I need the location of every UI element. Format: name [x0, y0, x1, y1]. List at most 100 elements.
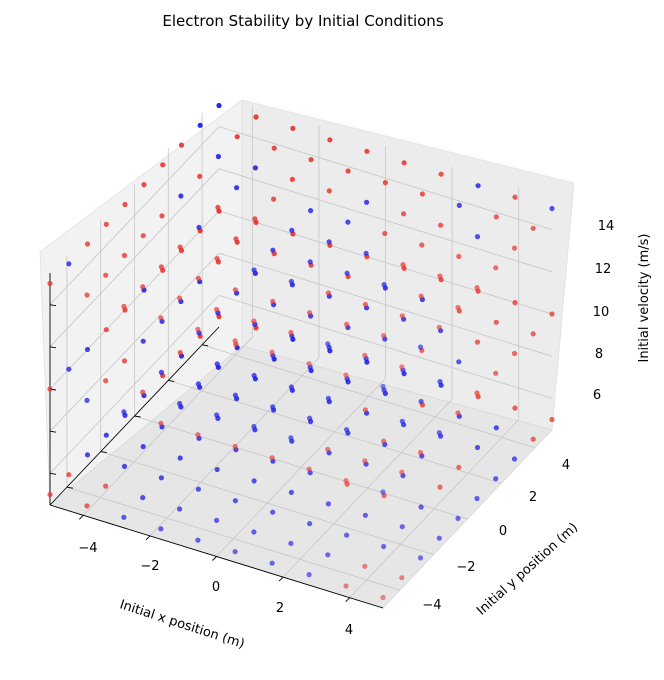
scatter-point — [251, 423, 257, 430]
axis-panes — [39, 99, 575, 609]
y-tick-label: 0 — [499, 524, 507, 539]
scatter-point — [511, 456, 518, 462]
scatter-point — [269, 349, 275, 355]
scatter-point — [234, 185, 240, 191]
scatter-point — [195, 275, 201, 281]
scatter-point — [288, 384, 294, 390]
scatter-point — [345, 219, 351, 225]
scatter-point — [195, 432, 201, 438]
scatter-point — [288, 435, 294, 441]
scatter-point — [66, 261, 72, 267]
scatter-point — [232, 287, 238, 293]
x-tick-label: −2 — [140, 559, 159, 574]
scatter-point — [325, 341, 331, 347]
grid-line — [49, 252, 220, 432]
y-tick — [134, 415, 141, 418]
scatter-point — [474, 390, 480, 396]
scatter-point — [288, 278, 294, 285]
scatter-point — [381, 543, 387, 550]
scatter-point — [380, 594, 386, 601]
scatter-point — [232, 392, 238, 398]
scatter-point — [364, 199, 370, 205]
scatter-point — [419, 191, 425, 197]
scatter-point — [436, 430, 442, 436]
scatter-point — [289, 227, 295, 233]
scatter-point — [214, 412, 220, 418]
scatter-point — [401, 160, 407, 166]
scatter-point — [455, 515, 461, 522]
scatter-point — [306, 572, 312, 578]
z-tick — [49, 346, 57, 349]
scatter-point — [271, 196, 277, 202]
scatter-point — [344, 427, 350, 433]
scatter-point — [103, 378, 109, 384]
scatter-point — [362, 512, 368, 518]
grid-line — [168, 380, 502, 484]
scatter-point — [103, 327, 109, 333]
scatter-point — [270, 404, 276, 410]
scatter-point — [382, 230, 388, 237]
scatter-point — [493, 425, 499, 431]
x-tick — [345, 597, 351, 603]
scatter-point — [195, 486, 201, 492]
scatter-point — [141, 182, 147, 188]
y-tick — [66, 486, 73, 489]
scatter-point — [269, 455, 275, 461]
scatter-point — [140, 495, 146, 501]
scatter-point — [530, 331, 536, 337]
scatter-point — [197, 173, 203, 179]
scatter-point — [177, 350, 183, 356]
scatter-point — [288, 489, 294, 495]
scatter-point — [344, 532, 350, 538]
scatter-point — [158, 475, 164, 481]
y-tick — [202, 344, 209, 347]
scatter-point — [474, 339, 481, 345]
scatter-point — [177, 295, 183, 301]
scatter-point — [344, 270, 350, 276]
tick-labels-x: −4 −2 0 2 4 — [78, 541, 353, 638]
scatter-point — [121, 358, 128, 364]
scatter-point — [419, 242, 425, 248]
scatter-point — [177, 400, 183, 407]
scatter-point — [234, 134, 240, 140]
grid-line — [218, 126, 553, 231]
x-tick — [78, 514, 84, 520]
grid-lines — [49, 105, 553, 598]
scatter-point — [512, 405, 518, 411]
scatter-point — [364, 148, 370, 154]
scatter-point — [417, 555, 424, 561]
scatter-point — [306, 361, 312, 367]
scatter-point — [121, 252, 128, 259]
x-tick — [145, 535, 151, 541]
scatter-point — [214, 361, 220, 367]
scatter-point — [382, 180, 388, 186]
scatter-point — [140, 284, 146, 290]
scatter-point — [418, 293, 424, 299]
z-tick-label: 6 — [593, 388, 601, 403]
chart-title: Electron Stability by Initial Conditions — [162, 12, 443, 30]
scatter-point — [121, 409, 127, 415]
scatter-point — [381, 282, 387, 288]
scatter-point — [343, 583, 349, 589]
scatter-point — [511, 245, 518, 251]
grid-line — [49, 295, 220, 474]
scatter-point — [232, 443, 238, 449]
scatter-point — [418, 504, 424, 510]
scatter-point — [401, 211, 407, 217]
y-tick-label: 4 — [562, 458, 570, 473]
scatter-point — [252, 216, 258, 222]
scatter-point — [308, 208, 314, 214]
scatter-point — [307, 259, 313, 265]
scatter-point — [121, 463, 128, 469]
scatter-point — [512, 194, 518, 200]
scatter-point — [362, 407, 368, 413]
scatter-point — [381, 438, 387, 444]
scatter-point — [474, 234, 481, 240]
scatter-point — [177, 506, 183, 512]
scatter-point — [288, 540, 294, 547]
grid-line — [134, 415, 468, 520]
scatter-point — [325, 446, 331, 452]
scatter-point — [121, 514, 127, 520]
z-tick-label: 12 — [595, 262, 612, 277]
x-tick-label: −4 — [78, 541, 97, 556]
